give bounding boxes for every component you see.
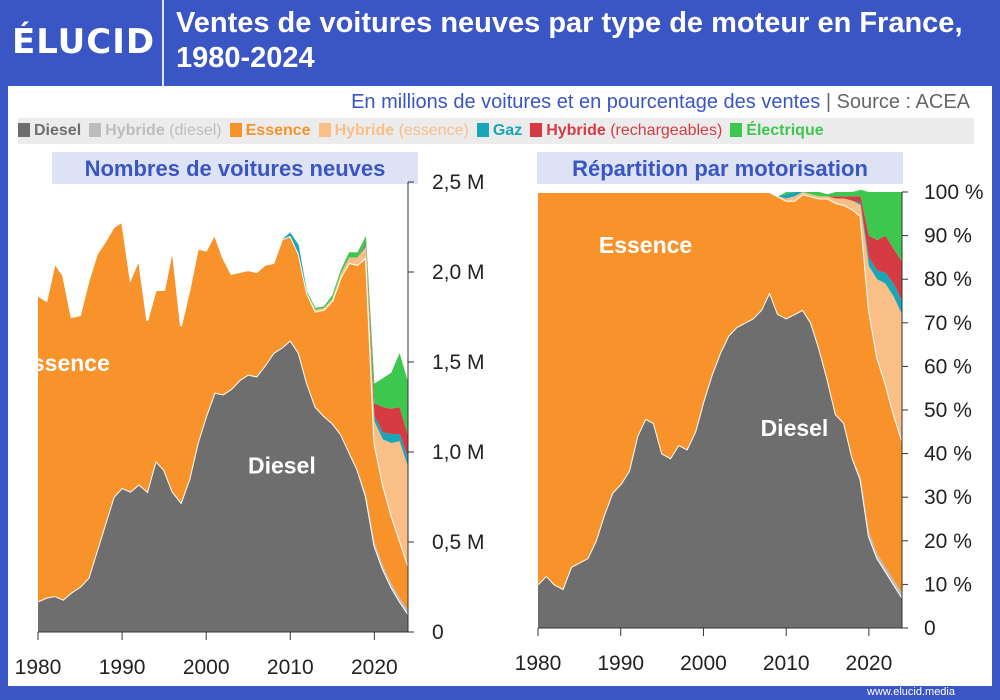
- series-label-diesel: Diesel: [248, 453, 316, 479]
- area-électrique: [538, 189, 902, 262]
- chart-1: Nombres de voitures neuves 0 0,5 M 1,0 M 1,5…: [15, 152, 485, 679]
- subtitle-text: En millions de voitures et en pourcentag…: [351, 91, 821, 113]
- y-tick-label: 30 %: [924, 486, 972, 509]
- y-tick-label: 1,5 M: [432, 351, 485, 374]
- y-tick-label: 40 %: [924, 443, 972, 466]
- subtitle-separator: |: [825, 91, 832, 113]
- x-tick-label: 1990: [597, 652, 644, 675]
- legend-label: Essence: [245, 122, 311, 139]
- legend-swatch: [318, 123, 331, 137]
- x-tick-label: 1990: [99, 656, 146, 679]
- legend-label: Hybride: [546, 122, 606, 139]
- y-tick-label: 70 %: [924, 312, 972, 335]
- x-tick-label: 2010: [267, 656, 314, 679]
- legend-item-0: Diesel: [18, 118, 81, 144]
- legend-item-3: Hybride (essence): [318, 118, 469, 144]
- series-label-essence: Essence: [17, 350, 110, 376]
- legend-label: Hybride: [105, 122, 165, 139]
- x-tick-label: 2000: [680, 652, 727, 675]
- source-label: Source : ACEA: [836, 91, 970, 113]
- y-tick-label: 10 %: [924, 573, 972, 596]
- series-label-essence: Essence: [599, 232, 692, 258]
- page-title: Ventes de voitures neuves par type de mo…: [176, 7, 963, 74]
- series-label-diesel: Diesel: [761, 415, 829, 441]
- area-essence: [538, 192, 902, 594]
- y-tick-label: 1,0 M: [432, 441, 485, 464]
- legend: Diesel Hybride (diesel) Essence Hybride (es…: [18, 118, 974, 144]
- y-tick-label: 90 %: [924, 225, 972, 248]
- legend-swatch: [730, 123, 743, 137]
- y-tick-label: 0: [432, 621, 444, 644]
- area-diesel: [538, 292, 902, 628]
- y-tick-label: 2,0 M: [432, 261, 485, 284]
- y-tick-label: 0,5 M: [432, 531, 485, 554]
- footer-url: www.elucid.media: [866, 686, 955, 698]
- legend-item-4: Gaz: [476, 118, 523, 144]
- x-tick-label: 2000: [183, 656, 230, 679]
- legend-label: Hybride: [334, 122, 395, 139]
- legend-swatch: [18, 123, 30, 137]
- legend-item-5: Hybride (rechargeables): [530, 118, 722, 144]
- legend-qualifier: (rechargeables): [605, 122, 723, 139]
- y-tick-label: 80 %: [924, 268, 972, 291]
- elucid-logo: ÉLUCID: [12, 22, 156, 62]
- x-tick-label: 1980: [515, 652, 562, 675]
- legend-item-1: Hybride (diesel): [89, 118, 222, 144]
- y-tick-label: 100 %: [924, 181, 984, 204]
- x-tick-label: 1980: [15, 656, 62, 679]
- area-diesel: [38, 340, 408, 632]
- chart-title: Répartition par motorisation: [572, 156, 868, 181]
- chart-title-bg: [52, 152, 418, 184]
- x-tick-label: 2020: [351, 656, 398, 679]
- chart-title: Nombres de voitures neuves: [85, 156, 386, 181]
- legend-swatch: [89, 123, 102, 137]
- x-tick-label: 2010: [763, 652, 810, 675]
- y-tick-label: 20 %: [924, 530, 972, 553]
- header-divider: [162, 0, 164, 86]
- chart-2: Répartition par motorisation 0 10 % 20 % 30 …: [515, 152, 984, 675]
- legend-swatch: [530, 123, 543, 137]
- legend-qualifier: (essence): [394, 122, 469, 139]
- subtitle: En millions de voitures et en pourcentag…: [0, 90, 970, 114]
- legend-qualifier: (diesel): [164, 122, 222, 139]
- x-tick-label: 2020: [846, 652, 893, 675]
- legend-swatch: [476, 123, 489, 137]
- legend-label: Gaz: [492, 122, 523, 139]
- legend-label: Diesel: [34, 122, 82, 139]
- legend-label: Électrique: [746, 122, 824, 139]
- header-bar: ÉLUCID Ventes de voitures neuves par typ…: [0, 0, 1000, 86]
- y-tick-label: 50 %: [924, 399, 972, 422]
- chart-title-bg: [537, 152, 903, 184]
- y-tick-label: 60 %: [924, 355, 972, 378]
- legend-item-2: Essence: [229, 118, 311, 144]
- y-tick-label: 2,5 M: [432, 171, 485, 194]
- legend-item-6: Électrique: [730, 118, 824, 144]
- y-tick-label: 0: [924, 617, 936, 640]
- legend-swatch: [229, 123, 242, 137]
- area-essence: [38, 221, 408, 611]
